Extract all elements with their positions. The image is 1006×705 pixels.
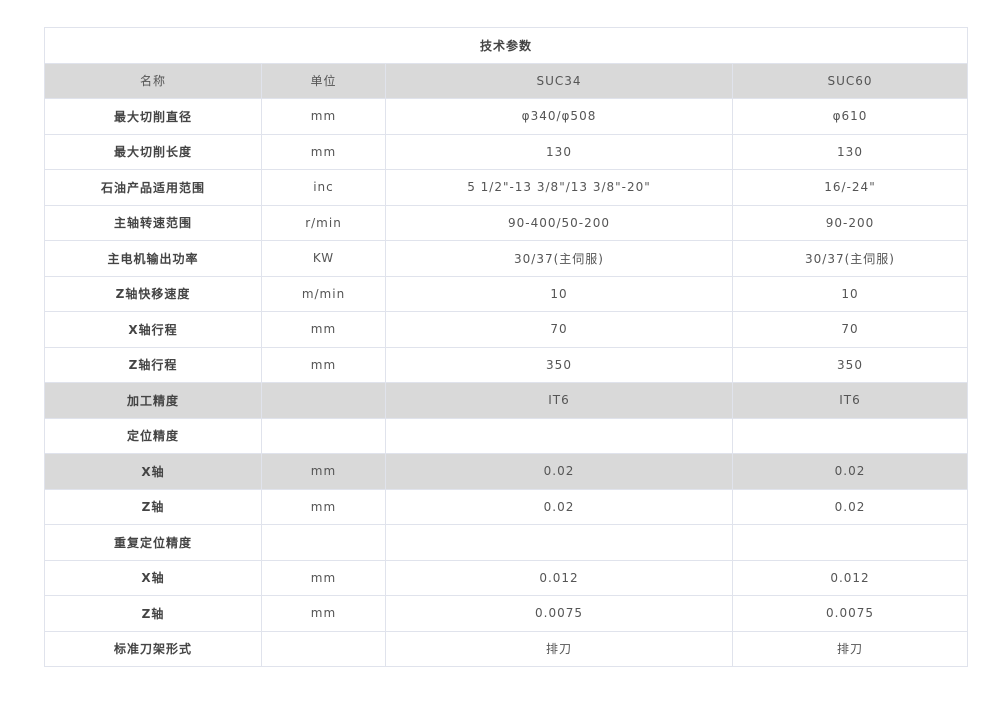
cell-suc60: 90-200 <box>731 204 969 241</box>
table-row: X轴 mm 0.02 0.02 <box>44 453 969 490</box>
cell-unit <box>261 524 386 561</box>
cell-suc60 <box>731 417 969 454</box>
cell-name: Z轴行程 <box>44 346 262 383</box>
cell-suc34: 5 1/2"-13 3/8"/13 3/8"-20" <box>385 169 733 206</box>
table-title: 技术参数 <box>43 27 969 64</box>
cell-suc34: 0.02 <box>385 453 733 490</box>
table-row: 定位精度 <box>44 417 969 454</box>
cell-unit: mm <box>261 133 386 170</box>
cell-suc34 <box>385 524 733 561</box>
cell-name: 主电机输出功率 <box>44 240 262 277</box>
table-row: Z轴快移速度 m/min 10 10 <box>44 275 969 312</box>
cell-name: X轴 <box>44 559 262 596</box>
header-suc34: SUC34 <box>385 62 733 99</box>
table-row: 加工精度 IT6 IT6 <box>44 382 969 419</box>
cell-unit: mm <box>261 595 386 632</box>
header-name: 名称 <box>44 62 262 99</box>
cell-unit <box>261 417 386 454</box>
cell-suc34: 排刀 <box>385 630 733 667</box>
cell-suc34: 0.02 <box>385 488 733 525</box>
cell-name: Z轴快移速度 <box>44 275 262 312</box>
cell-suc60: 0.0075 <box>731 595 969 632</box>
cell-name: X轴行程 <box>44 311 262 348</box>
cell-suc60: 30/37(主伺服) <box>731 240 969 277</box>
cell-unit: KW <box>261 240 386 277</box>
table-row: Z轴 mm 0.0075 0.0075 <box>44 595 969 632</box>
cell-suc34: 30/37(主伺服) <box>385 240 733 277</box>
table-row: 主电机输出功率 KW 30/37(主伺服) 30/37(主伺服) <box>44 240 969 277</box>
cell-name: Z轴 <box>44 595 262 632</box>
table-row: Z轴 mm 0.02 0.02 <box>44 488 969 525</box>
cell-name: 标准刀架形式 <box>44 630 262 667</box>
cell-suc60: 0.012 <box>731 559 969 596</box>
table-row: X轴 mm 0.012 0.012 <box>44 559 969 596</box>
cell-suc34: 90-400/50-200 <box>385 204 733 241</box>
cell-suc60: 0.02 <box>731 453 969 490</box>
cell-unit: inc <box>261 169 386 206</box>
cell-unit: mm <box>261 488 386 525</box>
cell-name: 定位精度 <box>44 417 262 454</box>
table-title-row: 技术参数 <box>43 27 969 64</box>
cell-suc60: 10 <box>731 275 969 312</box>
cell-suc60: 排刀 <box>731 630 969 667</box>
cell-suc34: 0.012 <box>385 559 733 596</box>
cell-suc34: 10 <box>385 275 733 312</box>
cell-unit: mm <box>261 346 386 383</box>
cell-suc60: 16/-24" <box>731 169 969 206</box>
cell-unit: mm <box>261 311 386 348</box>
cell-name: Z轴 <box>44 488 262 525</box>
header-unit: 单位 <box>261 62 386 99</box>
cell-suc34: 70 <box>385 311 733 348</box>
cell-unit: mm <box>261 453 386 490</box>
cell-suc34: 350 <box>385 346 733 383</box>
table-row: 主轴转速范围 r/min 90-400/50-200 90-200 <box>44 204 969 241</box>
cell-name: 主轴转速范围 <box>44 204 262 241</box>
cell-suc34: 0.0075 <box>385 595 733 632</box>
cell-suc34: 130 <box>385 133 733 170</box>
cell-name: 重复定位精度 <box>44 524 262 561</box>
cell-name: 最大切削直径 <box>44 98 262 135</box>
table-row: 最大切削长度 mm 130 130 <box>44 133 969 170</box>
cell-name: X轴 <box>44 453 262 490</box>
table-row: 最大切削直径 mm φ340/φ508 φ610 <box>44 98 969 135</box>
cell-unit: mm <box>261 98 386 135</box>
header-suc60: SUC60 <box>731 62 969 99</box>
table-row: X轴行程 mm 70 70 <box>44 311 969 348</box>
cell-suc60: 0.02 <box>731 488 969 525</box>
cell-unit: mm <box>261 559 386 596</box>
cell-unit <box>261 630 386 667</box>
spec-table: 技术参数 名称 单位 SUC34 SUC60 最大切削直径 mm φ340/φ508… <box>43 27 969 667</box>
cell-suc60: φ610 <box>731 98 969 135</box>
cell-suc60: 350 <box>731 346 969 383</box>
cell-unit: m/min <box>261 275 386 312</box>
table-row: 重复定位精度 <box>44 524 969 561</box>
cell-suc60: IT6 <box>731 382 969 419</box>
cell-unit: r/min <box>261 204 386 241</box>
cell-suc60: 130 <box>731 133 969 170</box>
table-row: Z轴行程 mm 350 350 <box>44 346 969 383</box>
cell-name: 加工精度 <box>44 382 262 419</box>
cell-name: 石油产品适用范围 <box>44 169 262 206</box>
table-row: 石油产品适用范围 inc 5 1/2"-13 3/8"/13 3/8"-20" 16/… <box>44 169 969 206</box>
cell-suc60: 70 <box>731 311 969 348</box>
cell-suc34 <box>385 417 733 454</box>
cell-suc34: IT6 <box>385 382 733 419</box>
cell-unit <box>261 382 386 419</box>
cell-suc34: φ340/φ508 <box>385 98 733 135</box>
cell-suc60 <box>731 524 969 561</box>
cell-name: 最大切削长度 <box>44 133 262 170</box>
table-header-row: 名称 单位 SUC34 SUC60 <box>44 62 969 99</box>
table-row: 标准刀架形式 排刀 排刀 <box>44 630 969 667</box>
